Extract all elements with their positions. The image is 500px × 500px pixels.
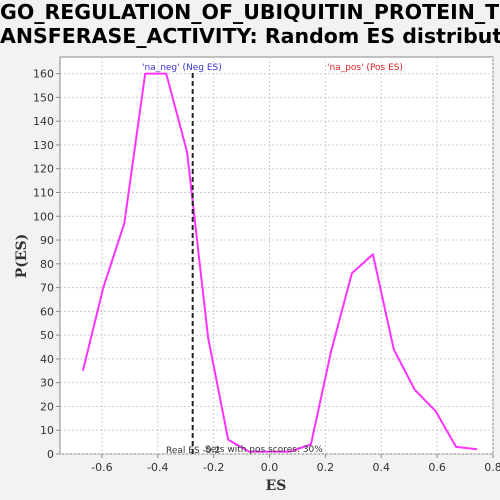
es-distribution-line [81, 72, 478, 453]
x-tick-label: -0.6 [91, 461, 112, 474]
y-tick-label: 10 [40, 424, 54, 437]
x-tick-label: 0.2 [317, 461, 335, 474]
x-tick-label: 0.8 [484, 461, 500, 474]
x-axis-ticks: -0.6 -0.4 -0.2 0.0 0.2 0.4 0.6 0.8 [91, 454, 500, 474]
y-tick-label: 60 [40, 305, 54, 318]
x-tick-label: -0.2 [203, 461, 224, 474]
y-tick-label: 150 [33, 91, 54, 104]
y-tick-label: 130 [33, 139, 54, 152]
y-tick-label: 30 [40, 377, 54, 390]
neg-es-label: 'na_neg' (Neg ES) [142, 63, 222, 73]
chart-title: GO_REGULATION_OF_UBIQUITIN_PROTEIN_TR AN… [0, 0, 500, 56]
y-axis-label: P(ES) [14, 234, 30, 279]
plot-area [59, 56, 494, 455]
y-tick-label: 40 [40, 353, 54, 366]
grid-lines [60, 57, 494, 455]
y-tick-label: 80 [40, 258, 54, 271]
y-tick-label: 110 [33, 187, 54, 200]
y-tick-label: 100 [33, 210, 54, 223]
x-tick-label: -0.4 [147, 461, 168, 474]
chart-title-line-2: ANSFERASE_ACTIVITY: Random ES distributi… [0, 24, 500, 48]
y-axis-ticks: 0 10 20 30 40 50 60 70 80 90 100 110 120 130 140 150 160 [33, 68, 60, 461]
x-axis-label: ES [266, 478, 287, 494]
y-tick-label: 50 [40, 329, 54, 342]
x-tick-label: 0.0 [261, 461, 279, 474]
y-tick-label: 20 [40, 400, 54, 413]
x-tick-label: 0.4 [373, 461, 391, 474]
series-layer [81, 72, 478, 453]
y-tick-label: 160 [33, 68, 54, 81]
pos-scores-label: Sets with pos scores: 30% [205, 445, 323, 455]
y-tick-label: 120 [33, 163, 54, 176]
x-tick-label: 0.6 [428, 461, 446, 474]
y-tick-label: 90 [40, 234, 54, 247]
y-tick-label: 140 [33, 115, 54, 128]
chart-title-line-1: GO_REGULATION_OF_UBIQUITIN_PROTEIN_TR [0, 0, 500, 24]
real-es-label: Real ES -0.2 [166, 446, 220, 456]
y-tick-label: 0 [47, 448, 54, 461]
pos-es-label: 'na_pos' (Pos ES) [327, 63, 403, 73]
y-tick-label: 70 [40, 282, 54, 295]
